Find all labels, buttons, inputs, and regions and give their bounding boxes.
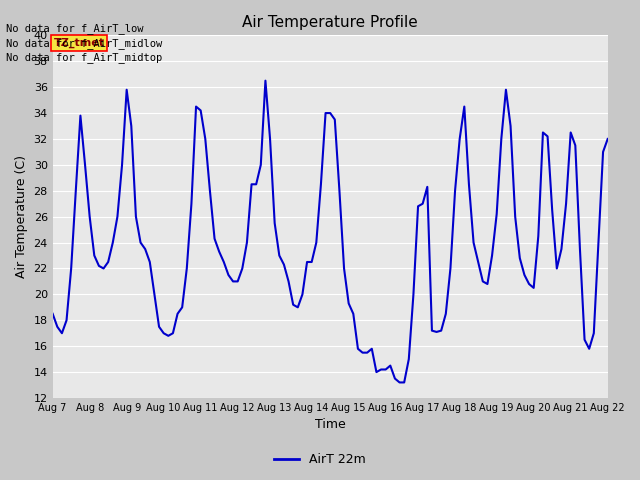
X-axis label: Time: Time [315, 419, 346, 432]
Legend: AirT 22m: AirT 22m [269, 448, 371, 471]
Title: Air Temperature Profile: Air Temperature Profile [243, 15, 418, 30]
Text: No data for f_AirT_midlow: No data for f_AirT_midlow [6, 37, 163, 48]
Text: TZ_tmet: TZ_tmet [53, 38, 104, 48]
Y-axis label: Air Temperature (C): Air Temperature (C) [15, 155, 28, 278]
Text: No data for f_AirT_low: No data for f_AirT_low [6, 23, 144, 34]
Text: No data for f_AirT_midtop: No data for f_AirT_midtop [6, 52, 163, 63]
